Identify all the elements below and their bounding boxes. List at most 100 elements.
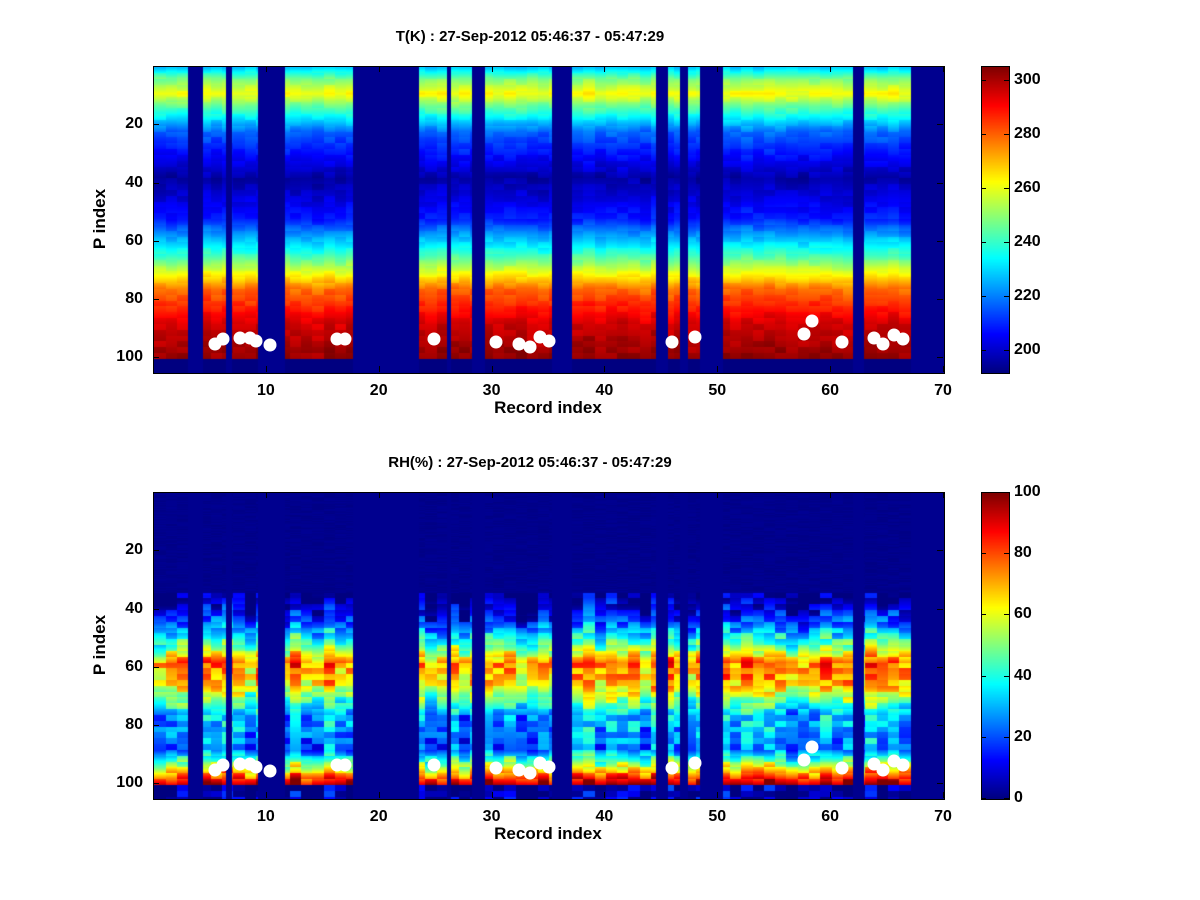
colorbar-tick-label: 100 xyxy=(1014,483,1041,500)
x-tick-label: 70 xyxy=(934,808,952,825)
colorbar-tick-label: 0 xyxy=(1014,789,1023,806)
y-tick-mark xyxy=(153,182,159,184)
colorbar-tick-label: 40 xyxy=(1014,666,1032,684)
x-tick-label: 20 xyxy=(369,808,388,825)
colorbar-tick-label: 240 xyxy=(1014,233,1041,251)
colorbar-tick-mark xyxy=(981,798,986,799)
colorbar-tick-mark xyxy=(1004,133,1009,135)
y-tick-mark xyxy=(937,608,943,610)
colorbar-tick-mark xyxy=(1004,242,1009,244)
x-tick-label: 50 xyxy=(708,808,727,825)
colorbar-tick-label: 200 xyxy=(1014,341,1041,359)
colorbar-tick-mark xyxy=(1004,187,1009,189)
x-tick-label: 10 xyxy=(256,808,275,825)
colorbar-tick-mark xyxy=(981,675,986,677)
x-tick-mark xyxy=(943,66,944,72)
y-tick-mark xyxy=(937,124,943,126)
y-tick-label: 20 xyxy=(125,115,143,133)
colorbar-tick-mark xyxy=(981,296,986,298)
colorbar-tick-mark xyxy=(981,79,986,81)
temperature-colorbar[interactable] xyxy=(981,66,1010,374)
x-tick-mark xyxy=(378,366,380,372)
y-tick-label: 40 xyxy=(125,599,143,617)
colorbar-tick-mark xyxy=(1004,675,1009,677)
colorbar-tick-mark xyxy=(981,350,986,352)
colorbar-tick-label: 300 xyxy=(1014,70,1041,88)
y-tick-label: 60 xyxy=(125,231,143,249)
x-tick-label: 30 xyxy=(482,808,501,825)
x-tick-label: 40 xyxy=(595,808,614,825)
temperature-heatmap-axes[interactable] xyxy=(153,66,945,374)
y-tick-mark xyxy=(937,240,943,242)
y-tick-mark xyxy=(153,666,159,668)
humidity-plot-title: RH(%) : 27-Sep-2012 05:46:37 - 05:47:29 xyxy=(388,454,672,471)
x-tick-mark xyxy=(604,66,606,72)
y-tick-mark xyxy=(937,357,943,359)
y-tick-label: 60 xyxy=(125,657,143,675)
x-tick-label: 50 xyxy=(708,382,727,399)
colorbar-tick-label: 220 xyxy=(1014,287,1041,305)
x-tick-mark xyxy=(830,366,832,372)
colorbar-tick-mark xyxy=(981,242,986,244)
temperature-colorbar-gradient xyxy=(982,67,1009,373)
colorbar-tick-mark xyxy=(981,187,986,189)
colorbar-tick-mark xyxy=(981,492,986,493)
y-tick-label: 100 xyxy=(116,774,143,792)
x-tick-mark xyxy=(378,66,380,72)
x-tick-label: 60 xyxy=(821,382,840,399)
temperature-x-axis-label: Record index xyxy=(494,398,602,417)
y-tick-mark xyxy=(153,240,159,242)
colorbar-tick-label: 80 xyxy=(1014,544,1032,562)
colorbar-tick-mark xyxy=(1004,553,1009,555)
x-tick-label: 70 xyxy=(934,382,952,399)
colorbar-tick-mark xyxy=(1004,736,1009,738)
humidity-heatmap-axes[interactable] xyxy=(153,492,945,800)
y-tick-mark xyxy=(153,357,159,359)
colorbar-tick-mark xyxy=(1004,492,1009,493)
colorbar-tick-label: 60 xyxy=(1014,605,1032,623)
colorbar-tick-label: 20 xyxy=(1014,727,1032,745)
x-tick-label: 20 xyxy=(369,382,388,399)
colorbar-tick-label: 260 xyxy=(1014,178,1041,196)
x-tick-mark xyxy=(378,492,380,498)
y-tick-mark xyxy=(937,783,943,785)
x-tick-mark xyxy=(265,366,267,372)
y-tick-mark xyxy=(153,783,159,785)
temperature-y-axis-label: P index xyxy=(90,188,109,250)
x-tick-mark xyxy=(265,792,267,798)
y-tick-mark xyxy=(153,725,159,727)
y-tick-mark xyxy=(153,299,159,301)
colorbar-tick-mark xyxy=(1004,614,1009,616)
colorbar-tick-mark xyxy=(981,553,986,555)
x-tick-mark xyxy=(830,792,832,798)
x-tick-label: 40 xyxy=(595,382,614,399)
x-tick-mark xyxy=(491,66,493,72)
x-tick-mark xyxy=(265,492,267,498)
x-tick-mark xyxy=(604,366,606,372)
y-tick-mark xyxy=(937,182,943,184)
humidity-heatmap-canvas xyxy=(154,493,944,799)
humidity-colorbar[interactable] xyxy=(981,492,1010,800)
x-tick-label: 10 xyxy=(256,382,275,399)
humidity-y-axis-label: P index xyxy=(90,614,109,676)
y-tick-mark xyxy=(937,299,943,301)
x-tick-label: 30 xyxy=(482,382,501,399)
humidity-x-axis-label: Record index xyxy=(494,824,602,843)
y-tick-mark xyxy=(153,124,159,126)
y-tick-mark xyxy=(937,725,943,727)
x-tick-mark xyxy=(265,66,267,72)
temperature-plot-title: T(K) : 27-Sep-2012 05:46:37 - 05:47:29 xyxy=(395,28,665,45)
x-tick-mark xyxy=(830,492,832,498)
y-tick-label: 80 xyxy=(125,290,143,308)
x-tick-mark xyxy=(717,366,719,372)
colorbar-tick-mark xyxy=(981,736,986,738)
y-tick-mark xyxy=(153,550,159,552)
colorbar-tick-mark xyxy=(1004,798,1009,799)
colorbar-tick-mark xyxy=(1004,350,1009,352)
y-tick-mark xyxy=(153,608,159,610)
y-tick-label: 20 xyxy=(125,541,143,559)
x-tick-mark xyxy=(717,66,719,72)
y-tick-label: 80 xyxy=(125,716,143,734)
y-tick-label: 100 xyxy=(116,348,143,366)
